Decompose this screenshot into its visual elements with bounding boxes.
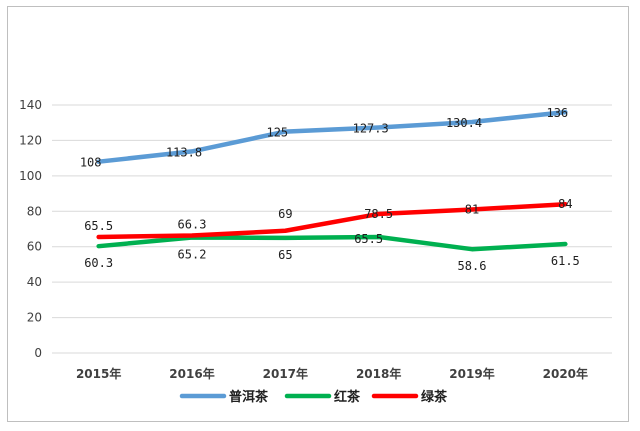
y-tick-label: 120 bbox=[19, 133, 42, 147]
series-line-0 bbox=[96, 109, 568, 164]
data-label: 65.5 bbox=[84, 219, 113, 233]
data-label: 136 bbox=[546, 106, 568, 120]
legend-label: 绿茶 bbox=[421, 389, 448, 405]
y-tick-label: 100 bbox=[19, 169, 42, 183]
data-label: 58.6 bbox=[458, 259, 487, 273]
y-tick-label: 60 bbox=[27, 240, 42, 254]
data-label: 127.3 bbox=[353, 121, 389, 135]
y-tick-label: 140 bbox=[19, 98, 42, 112]
data-label: 125 bbox=[266, 126, 288, 140]
series-line-2 bbox=[96, 201, 568, 240]
x-tick-label: 2015年 bbox=[76, 366, 121, 381]
x-tick-label: 2016年 bbox=[169, 366, 214, 381]
data-label: 66.3 bbox=[178, 218, 207, 232]
data-label: 108 bbox=[80, 156, 102, 170]
y-tick-label: 80 bbox=[27, 204, 42, 218]
x-tick-label: 2018年 bbox=[356, 366, 401, 381]
x-tick-label: 2019年 bbox=[449, 366, 494, 381]
y-tick-label: 40 bbox=[27, 275, 42, 289]
data-label: 65.5 bbox=[354, 232, 383, 246]
legend-label: 普洱茶 bbox=[229, 389, 269, 405]
data-label: 61.5 bbox=[551, 254, 580, 268]
data-label: 69 bbox=[278, 207, 292, 221]
x-tick-label: 2020年 bbox=[543, 366, 588, 381]
data-label: 113.8 bbox=[166, 145, 202, 159]
y-tick-label: 20 bbox=[27, 311, 42, 325]
data-label: 60.3 bbox=[84, 256, 113, 270]
data-label: 78.5 bbox=[364, 207, 393, 221]
data-label: 84 bbox=[558, 197, 572, 211]
x-tick-label: 2017年 bbox=[263, 366, 308, 381]
data-label: 65 bbox=[278, 248, 292, 262]
legend-label: 红茶 bbox=[334, 389, 361, 405]
data-label: 81 bbox=[465, 203, 479, 217]
data-label: 65.2 bbox=[178, 248, 207, 262]
y-tick-label: 0 bbox=[34, 346, 42, 360]
series-line-1 bbox=[96, 234, 568, 252]
data-label: 130.4 bbox=[446, 116, 482, 130]
